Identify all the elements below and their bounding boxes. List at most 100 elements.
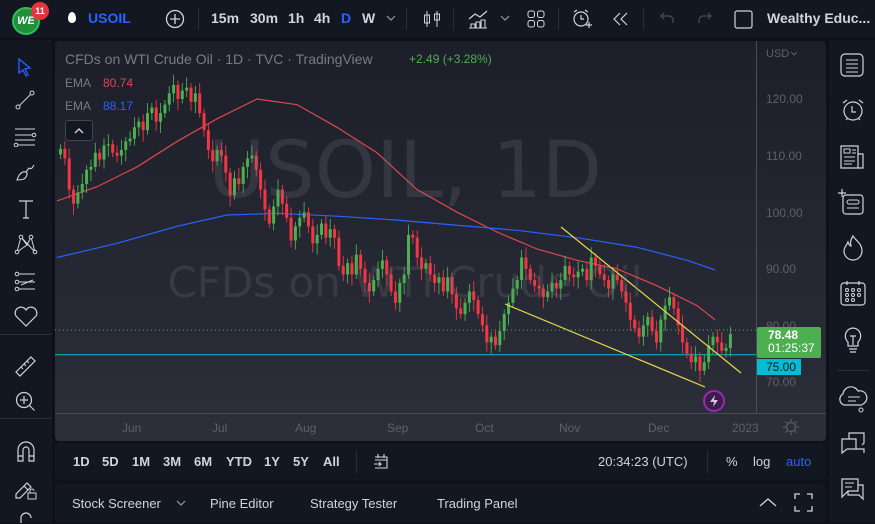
redo-icon[interactable] <box>697 11 713 25</box>
ema-slow-label[interactable]: EMA <box>65 99 92 113</box>
divider <box>0 334 52 335</box>
magnet-icon[interactable] <box>15 440 37 464</box>
symbol-search[interactable]: USOIL <box>88 10 131 26</box>
go-to-date-icon[interactable] <box>372 452 390 470</box>
range-toolbar: 1D 5D 1M 3M 6M YTD 1Y 5Y All 20:34:23 (U… <box>55 443 826 480</box>
time-axis-border <box>55 413 826 414</box>
tab-strategy-tester[interactable]: Strategy Tester <box>310 496 398 511</box>
watchlist-icon[interactable] <box>840 53 864 77</box>
fib-retracement-icon[interactable] <box>13 270 39 294</box>
interval-4h[interactable]: 4h <box>314 10 331 26</box>
ema-fast-value: 80.74 <box>103 76 134 90</box>
tab-trading-panel[interactable]: Trading Panel <box>437 496 518 511</box>
flash-alert-button[interactable] <box>703 390 725 412</box>
interval-1h[interactable]: 1h <box>288 10 305 26</box>
ema-fast-label[interactable]: EMA <box>65 76 92 90</box>
interval-30m[interactable]: 30m <box>250 10 279 26</box>
private-messages-icon[interactable] <box>840 477 866 503</box>
chevron-up-icon <box>74 128 84 134</box>
right-sidebar <box>829 40 875 523</box>
time-tick: Sep <box>387 421 409 435</box>
range-ytd[interactable]: YTD <box>226 454 252 469</box>
range-5y[interactable]: 5Y <box>293 454 309 469</box>
ema-slow-value: 88.17 <box>103 99 134 113</box>
bottom-panels-bar: Stock Screener Pine Editor Strategy Test… <box>55 484 826 523</box>
price-tick: 100.00 <box>766 206 803 220</box>
percent-scale-toggle[interactable]: % <box>726 454 738 469</box>
chats-cloud-icon[interactable] <box>837 383 869 413</box>
replay-icon[interactable] <box>611 11 629 27</box>
horizontal-lines-icon[interactable] <box>13 125 37 147</box>
range-1d[interactable]: 1D <box>73 454 90 469</box>
price-tick: 120.00 <box>766 92 803 106</box>
add-compare-icon[interactable] <box>165 9 185 29</box>
chevron-down-icon[interactable] <box>500 14 510 22</box>
auto-scale-toggle[interactable]: auto <box>786 454 812 469</box>
range-3m[interactable]: 3M <box>163 454 182 469</box>
range-1y[interactable]: 1Y <box>264 454 280 469</box>
zoom-in-icon[interactable] <box>14 390 38 414</box>
layout-square-icon[interactable] <box>734 10 753 29</box>
divider <box>837 370 869 371</box>
last-price-label: 78.48 01:25:37 <box>757 327 821 358</box>
price-chart[interactable] <box>55 41 826 441</box>
separator <box>453 8 454 30</box>
time-tick: 2023 <box>732 421 759 435</box>
separator <box>707 451 708 473</box>
calendar-icon[interactable] <box>840 280 866 306</box>
maximize-icon[interactable] <box>794 493 813 512</box>
range-6m[interactable]: 6M <box>194 454 213 469</box>
bar-countdown: 01:25:37 <box>768 341 815 355</box>
watermark-description: CFDs on WTI Crude Oil <box>167 258 643 307</box>
news-icon[interactable] <box>840 144 866 170</box>
price-tick: 70.00 <box>766 375 797 389</box>
layout-name[interactable]: Wealthy Educ... <box>767 10 871 26</box>
templates-icon[interactable] <box>526 9 546 29</box>
interval-d[interactable]: D <box>341 10 352 26</box>
chart-settings-sun-icon[interactable] <box>782 418 800 436</box>
favorites-heart-icon[interactable] <box>13 305 39 329</box>
public-chats-icon[interactable] <box>839 430 867 458</box>
range-5d[interactable]: 5D <box>102 454 119 469</box>
alerts-clock-icon[interactable] <box>840 97 866 123</box>
tab-stock-screener[interactable]: Stock Screener <box>72 496 161 511</box>
interval-w[interactable]: W <box>362 10 376 26</box>
tab-pine-editor[interactable]: Pine Editor <box>210 496 274 511</box>
currency-selector[interactable]: USD <box>766 48 790 60</box>
hotlist-flame-icon[interactable] <box>840 234 866 262</box>
chevron-down-icon[interactable] <box>386 14 396 22</box>
text-tool-icon[interactable] <box>16 198 36 220</box>
pattern-icon[interactable] <box>13 232 39 256</box>
time-tick: Aug <box>295 421 317 435</box>
range-1m[interactable]: 1M <box>132 454 151 469</box>
utc-clock[interactable]: 20:34:23 (UTC) <box>598 454 688 469</box>
trend-line-icon[interactable] <box>14 89 36 111</box>
range-all[interactable]: All <box>323 454 340 469</box>
undo-icon[interactable] <box>659 11 675 25</box>
lock-icon[interactable] <box>16 512 36 524</box>
chevron-down-icon[interactable] <box>790 51 798 57</box>
chevron-down-icon[interactable] <box>176 500 186 507</box>
indicators-icon[interactable] <box>467 8 489 30</box>
candles-chart-type-icon[interactable] <box>422 9 442 29</box>
cursor-icon[interactable] <box>15 57 35 77</box>
horizontal-line-label: 75.00 <box>757 359 801 375</box>
separator <box>406 8 407 30</box>
brush-icon[interactable] <box>14 161 38 183</box>
oil-drop-icon <box>68 12 76 23</box>
lock-drawings-icon[interactable] <box>13 476 39 502</box>
separator <box>643 8 644 30</box>
data-window-add-icon[interactable] <box>837 187 865 215</box>
ideas-lightbulb-icon[interactable] <box>842 326 864 354</box>
ruler-icon[interactable] <box>13 352 39 378</box>
notification-badge[interactable]: 11 <box>31 2 49 20</box>
collapse-legend-button[interactable] <box>65 120 93 141</box>
chevron-up-icon[interactable] <box>758 496 778 508</box>
log-scale-toggle[interactable]: log <box>753 454 771 469</box>
price-axis-border <box>756 41 757 413</box>
interval-15m[interactable]: 15m <box>211 10 240 26</box>
last-price: 78.48 <box>768 328 799 342</box>
chart-panel[interactable]: USOIL, 1D CFDs on WTI Crude Oil CFDs on … <box>55 41 826 441</box>
alert-add-icon[interactable] <box>571 8 593 30</box>
separator <box>558 8 559 30</box>
